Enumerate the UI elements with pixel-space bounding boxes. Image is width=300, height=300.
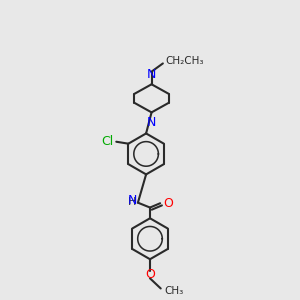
Text: O: O xyxy=(145,268,155,281)
Text: Cl: Cl xyxy=(101,135,113,148)
Text: N: N xyxy=(128,194,137,207)
Text: CH₃: CH₃ xyxy=(164,286,183,296)
Text: N: N xyxy=(147,68,156,81)
Text: O: O xyxy=(163,197,173,210)
Text: H: H xyxy=(128,197,136,207)
Text: N: N xyxy=(147,116,156,129)
Text: CH₂CH₃: CH₂CH₃ xyxy=(165,56,204,66)
